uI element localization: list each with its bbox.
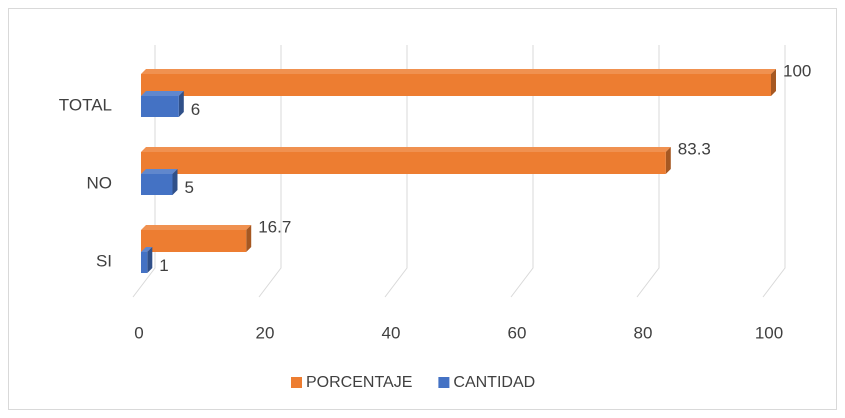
bar xyxy=(141,152,666,174)
chart-border xyxy=(8,8,837,410)
bar-side xyxy=(147,247,153,273)
legend-swatch xyxy=(291,377,302,388)
y-tick-label: SI xyxy=(96,251,112,270)
bar-side xyxy=(771,69,776,96)
bar xyxy=(141,74,771,96)
x-tick-label: 100 xyxy=(755,323,783,342)
bar xyxy=(141,230,247,252)
grid-line xyxy=(636,45,660,298)
bar-top xyxy=(141,91,184,96)
x-tick-label: 0 xyxy=(134,323,143,342)
y-tick-label: TOTAL xyxy=(59,95,112,114)
bar-side xyxy=(178,91,184,117)
bar-top xyxy=(141,225,252,230)
x-tick-label: 20 xyxy=(256,323,275,342)
bar-top xyxy=(141,69,776,74)
bar-top xyxy=(141,247,153,252)
bar-side xyxy=(246,225,252,252)
legend-label: CANTIDAD xyxy=(453,374,535,391)
bar-top xyxy=(141,169,178,174)
bar xyxy=(141,174,173,195)
x-tick-label: 60 xyxy=(508,323,527,342)
grid-line xyxy=(132,45,156,298)
data-label: 5 xyxy=(185,178,194,197)
grid-line xyxy=(384,45,408,298)
bar xyxy=(141,96,179,117)
bar-top xyxy=(141,147,671,152)
bar-side xyxy=(665,147,671,174)
y-tick-label: NO xyxy=(87,173,113,192)
data-label: 83.3 xyxy=(678,139,711,158)
legend-label: PORCENTAJE xyxy=(306,374,412,391)
legend-swatch xyxy=(438,377,450,388)
grid-line xyxy=(762,45,786,298)
data-label: 16.7 xyxy=(258,217,291,236)
data-label: 1 xyxy=(159,256,168,275)
data-label: 100 xyxy=(783,61,811,80)
grid-line xyxy=(258,45,282,298)
bar-side xyxy=(172,169,178,195)
x-tick-label: 40 xyxy=(382,323,401,342)
x-tick-label: 80 xyxy=(634,323,653,342)
data-label: 6 xyxy=(191,100,200,119)
bar xyxy=(141,252,148,273)
grid-line xyxy=(510,45,534,298)
